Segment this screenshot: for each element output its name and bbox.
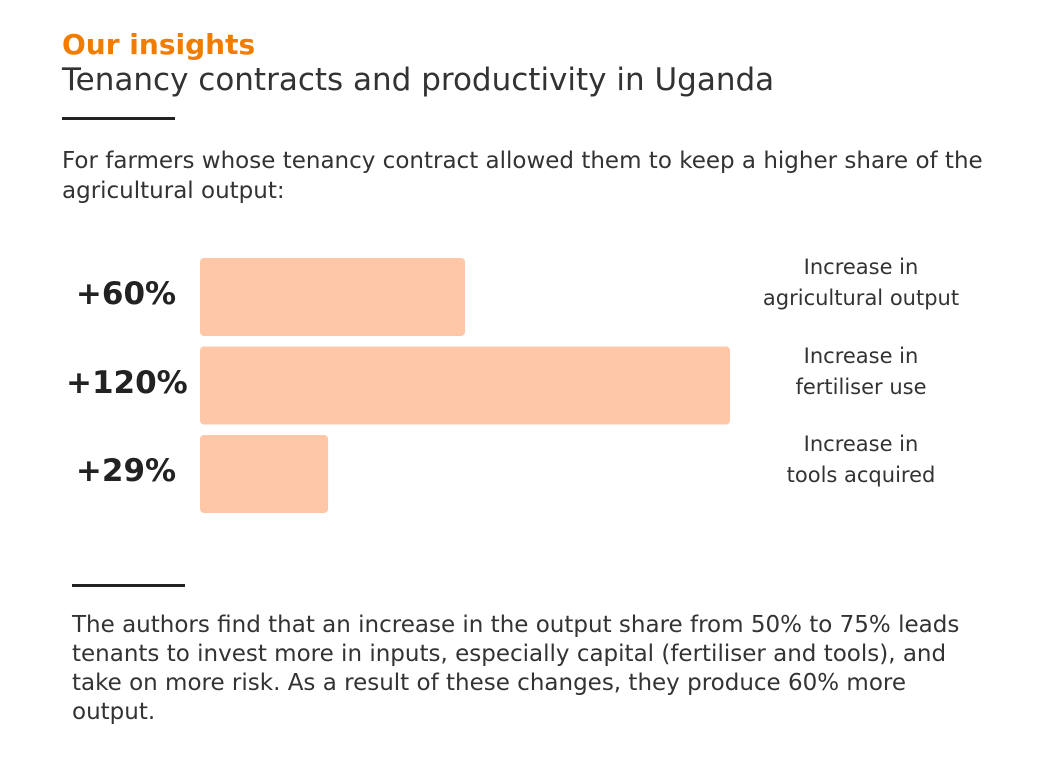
bar xyxy=(200,346,730,425)
value-label: +120% xyxy=(66,364,188,401)
note: The authors find that an increase in the… xyxy=(72,612,960,725)
category-label: Increase in tools acquired xyxy=(786,432,936,487)
bar xyxy=(200,258,465,336)
value-label: +60% xyxy=(75,276,177,312)
header: Our insights xyxy=(62,28,256,61)
value-label: +29% xyxy=(75,453,177,489)
category-label: Increase in agricultural output xyxy=(762,255,960,310)
subtitle: For farmers whose tenancy contract allow… xyxy=(62,148,983,204)
divider xyxy=(62,117,175,120)
chart-title: Tenancy contracts and productivity in Ug… xyxy=(62,62,775,98)
category-label: Increase in fertiliser use xyxy=(795,343,927,399)
divider xyxy=(72,584,185,587)
bar xyxy=(200,435,329,513)
